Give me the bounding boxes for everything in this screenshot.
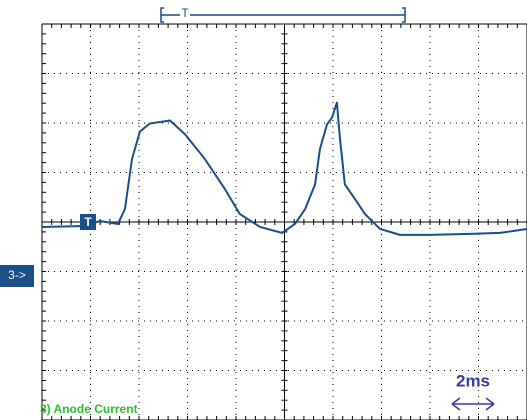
bracket-right — [402, 7, 406, 23]
timebase-arrow — [451, 397, 495, 411]
timebase-label: 2ms — [456, 371, 490, 390]
channel-badge — [0, 265, 34, 287]
bracket-mark-bg — [180, 7, 190, 21]
trace-label: 3) Anode Current — [40, 402, 138, 416]
trigger-label: T — [84, 215, 92, 229]
bracket-trigger-label: T — [181, 6, 189, 20]
trigger-bracket — [160, 7, 406, 23]
trigger-badge — [80, 214, 96, 230]
plot-area: T — [41, 23, 527, 420]
channel-label: 3-> — [8, 268, 26, 282]
trace — [41, 101, 527, 236]
